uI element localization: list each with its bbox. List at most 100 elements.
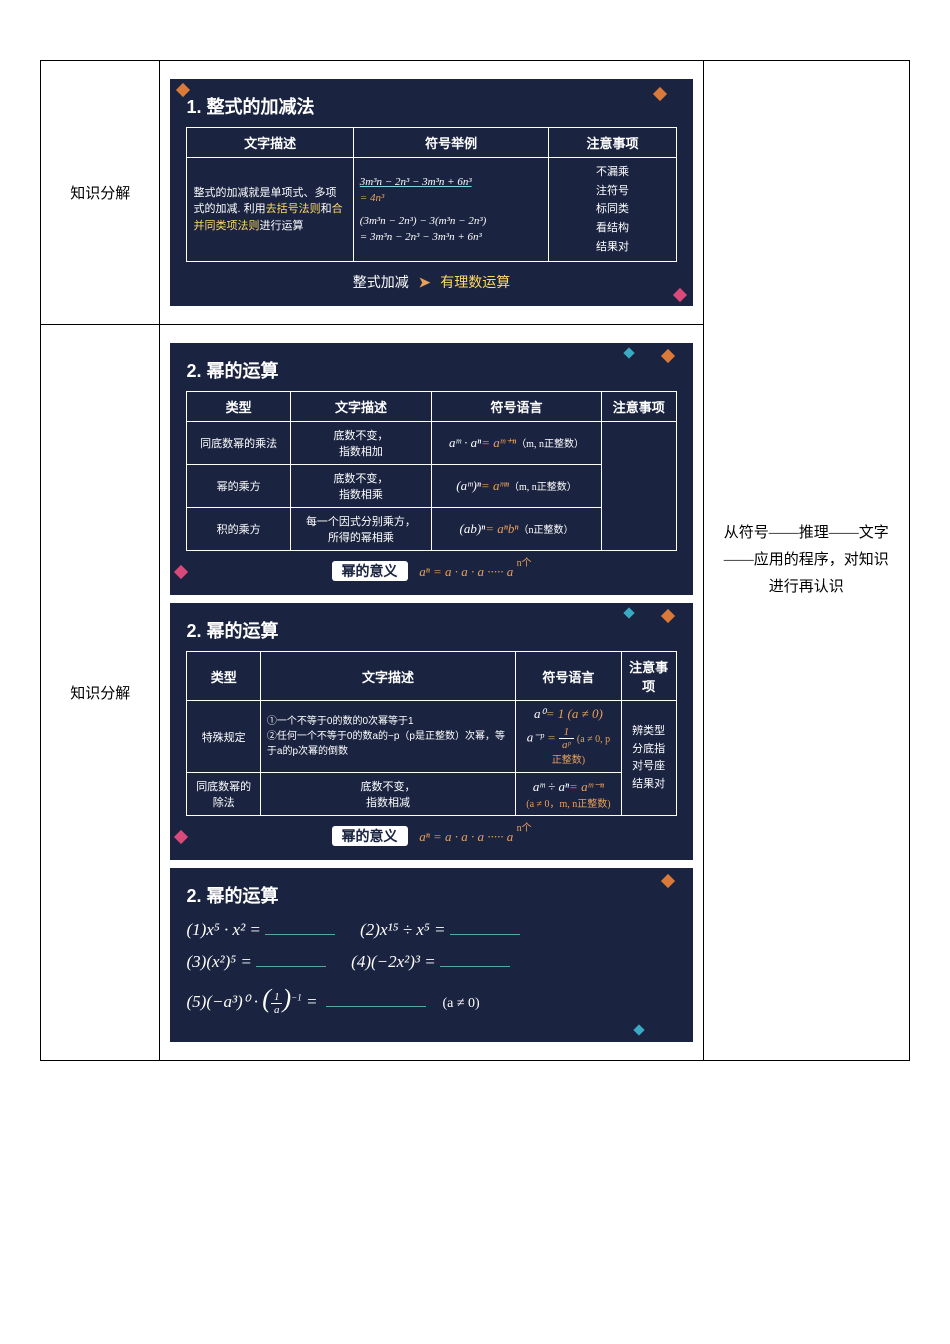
th: 注意事项 bbox=[601, 392, 676, 422]
m1r: = 1 (a ≠ 0) bbox=[546, 706, 603, 721]
notes: 辨类型 分底指 对号座 结果对 bbox=[621, 701, 676, 816]
n: 分底指 bbox=[628, 741, 670, 759]
addsub-notes: 不漏乘 注符号 标同类 看结构 结果对 bbox=[549, 158, 676, 262]
type: 幂的乘方 bbox=[187, 465, 290, 508]
math: a⁰= 1 (a ≠ 0) a⁻ᵖ = 1aᵖ (a ≠ 0, p正整数) bbox=[516, 701, 621, 773]
blank bbox=[265, 921, 335, 935]
type: 同底数幂的除法 bbox=[187, 773, 260, 816]
th-notes: 注意事项 bbox=[549, 128, 676, 158]
commentary-text: 从符号——推理——文字——应用的程序，对知识进行再认识 bbox=[714, 520, 899, 601]
row-1: 知识分解 1. 整式的加减法 文字描述 符号举例 注意事项 整式的加减就是单项式… bbox=[41, 61, 910, 325]
expr: x⁵ · x² = bbox=[206, 920, 261, 939]
slide-title: 2. 幂的运算 bbox=[186, 617, 676, 643]
cond: （m, n正整数） bbox=[516, 439, 584, 450]
th: 文字描述 bbox=[260, 652, 515, 701]
cond: （m, n正整数） bbox=[509, 482, 577, 493]
me: = aⁿbⁿ bbox=[485, 521, 518, 536]
lesson-table: 知识分解 1. 整式的加减法 文字描述 符号举例 注意事项 整式的加减就是单项式… bbox=[40, 60, 910, 1061]
addsub-example: 3m³n − 2n³ − 3m³n + 6n³ = 4n³ (3m³n − 2n… bbox=[353, 158, 549, 262]
desc: 底数不变， 指数相加 bbox=[290, 422, 431, 465]
num: 1 bbox=[271, 991, 283, 1004]
brace-label: n个 bbox=[517, 558, 532, 569]
den: aᵖ bbox=[559, 739, 574, 751]
power-footer: 幂的意义 aⁿ = a · a · a ····· a n个 bbox=[186, 826, 676, 846]
fm: aⁿ = a · a · a ····· a bbox=[419, 829, 513, 844]
footer-left: 整式加减 bbox=[353, 274, 409, 290]
addsub-table: 文字描述 符号举例 注意事项 整式的加减就是单项式、多项式的加减. 利用去括号法… bbox=[186, 127, 676, 262]
slide-title: 2. 幂的运算 bbox=[186, 882, 676, 908]
m1l: a⁰ bbox=[534, 706, 546, 721]
math: (aᵐ)ⁿ= aᵐⁿ（m, n正整数） bbox=[432, 465, 602, 508]
arrow-icon: ➤ bbox=[419, 274, 431, 290]
expr: (−2x²)³ = bbox=[371, 952, 436, 971]
th-example: 符号举例 bbox=[353, 128, 549, 158]
ml: (aᵐ)ⁿ bbox=[456, 478, 481, 493]
slide-title: 2. 幂的运算 bbox=[186, 357, 676, 383]
desc: 每一个因式分别乘方， 所得的幂相乘 bbox=[290, 508, 431, 551]
n: (1) bbox=[186, 920, 206, 939]
desc: 底数不变， 指数相减 bbox=[260, 773, 515, 816]
th-desc: 文字描述 bbox=[187, 128, 353, 158]
th: 文字描述 bbox=[290, 392, 431, 422]
note-item: 注符号 bbox=[555, 182, 669, 201]
cond: (a ≠ 0) bbox=[442, 996, 479, 1011]
desc-hl1: 去括号法则 bbox=[266, 203, 321, 215]
desc-mid: 和 bbox=[321, 203, 332, 215]
slide-addsub: 1. 整式的加减法 文字描述 符号举例 注意事项 整式的加减就是单项式、多项式的… bbox=[170, 79, 692, 306]
expr: x¹⁵ ÷ x⁵ = bbox=[380, 920, 446, 939]
note-item: 结果对 bbox=[555, 238, 669, 257]
post: = bbox=[302, 992, 322, 1011]
slide-power-1: 2. 幂的运算 类型 文字描述 符号语言 注意事项 同底数幂的乘法 底数不变， … bbox=[170, 343, 692, 595]
ex-row-3: (5)(−a³)⁰ · (1a)−1 = (a ≠ 0) bbox=[186, 984, 676, 1016]
note-item: 看结构 bbox=[555, 219, 669, 238]
th: 类型 bbox=[187, 392, 290, 422]
ex-row-2: (3)(x²)⁵ = (4)(−2x²)³ = bbox=[186, 952, 676, 972]
me: = aᵐ⁺ⁿ bbox=[481, 435, 516, 450]
th: 注意事项 bbox=[621, 652, 676, 701]
footer-right: 有理数运算 bbox=[440, 274, 510, 290]
desc: 底数不变， 指数相乘 bbox=[290, 465, 431, 508]
th: 符号语言 bbox=[516, 652, 621, 701]
n: (2) bbox=[360, 920, 380, 939]
n: 结果对 bbox=[628, 776, 670, 794]
cond: (a ≠ 0，m, n正整数) bbox=[522, 795, 614, 810]
blank bbox=[326, 993, 426, 1007]
slide-power-exercises: 2. 幂的运算 (1)x⁵ · x² = (2)x¹⁵ ÷ x⁵ = (3)(x… bbox=[170, 868, 692, 1042]
me: = aᵐ⁻ⁿ bbox=[569, 779, 604, 794]
blank bbox=[256, 953, 326, 967]
fm: aⁿ = a · a · a ····· a bbox=[419, 564, 513, 579]
math: aᵐ ÷ aⁿ= aᵐ⁻ⁿ (a ≠ 0，m, n正整数) bbox=[516, 773, 621, 816]
n: 对号座 bbox=[628, 758, 670, 776]
slide-title: 1. 整式的加减法 bbox=[186, 93, 676, 119]
ex2a: (3m³n − 2n³) − 3(m³n − 2n³) bbox=[360, 213, 543, 230]
addsub-desc: 整式的加减就是单项式、多项式的加减. 利用去括号法则和合并同类项法则进行运算 bbox=[187, 158, 353, 262]
row1-left-label: 知识分解 bbox=[41, 61, 160, 325]
row2-content: 2. 幂的运算 类型 文字描述 符号语言 注意事项 同底数幂的乘法 底数不变， … bbox=[160, 325, 703, 1061]
exp: −1 bbox=[291, 993, 302, 1003]
power-footer: 幂的意义 aⁿ = a · a · a ····· a n个 bbox=[186, 561, 676, 581]
math: aᵐ · aⁿ= aᵐ⁺ⁿ（m, n正整数） bbox=[432, 422, 602, 465]
n: (4) bbox=[351, 952, 371, 971]
slide-power-2: 2. 幂的运算 类型 文字描述 符号语言 注意事项 特殊规定 ①一个不等于0的数… bbox=[170, 603, 692, 860]
addsub-footer: 整式加减 ➤ 有理数运算 bbox=[186, 272, 676, 292]
blank bbox=[440, 953, 510, 967]
power-table-1: 类型 文字描述 符号语言 注意事项 同底数幂的乘法 底数不变， 指数相加 aᵐ … bbox=[186, 391, 676, 551]
note-item: 标同类 bbox=[555, 200, 669, 219]
note-item: 不漏乘 bbox=[555, 163, 669, 182]
notes-empty bbox=[601, 422, 676, 551]
deco-diamond bbox=[633, 1024, 644, 1035]
th: 类型 bbox=[187, 652, 260, 701]
desc: ①一个不等于0的数的0次幂等于1 ②任何一个不等于0的数a的−p（p是正整数）次… bbox=[260, 701, 515, 773]
ex2b: = 3m³n − 2n³ − 3m³n + 6n³ bbox=[360, 229, 543, 246]
n: (3) bbox=[186, 952, 206, 971]
ex1: 3m³n − 2n³ − 3m³n + 6n³ bbox=[360, 176, 472, 188]
n: (5) bbox=[186, 992, 206, 1011]
expr: (x²)⁵ = bbox=[206, 952, 252, 971]
ex1-res: = 4n³ bbox=[360, 190, 543, 207]
m2l: a⁻ᵖ bbox=[527, 730, 544, 745]
row2-left-label: 知识分解 bbox=[41, 325, 160, 1061]
math: (ab)ⁿ= aⁿbⁿ（n正整数） bbox=[432, 508, 602, 551]
row-right-commentary: 从符号——推理——文字——应用的程序，对知识进行再认识 bbox=[703, 61, 909, 1061]
cond: （n正整数） bbox=[518, 525, 573, 536]
footer-math: aⁿ = a · a · a ····· a n个 bbox=[419, 829, 531, 844]
